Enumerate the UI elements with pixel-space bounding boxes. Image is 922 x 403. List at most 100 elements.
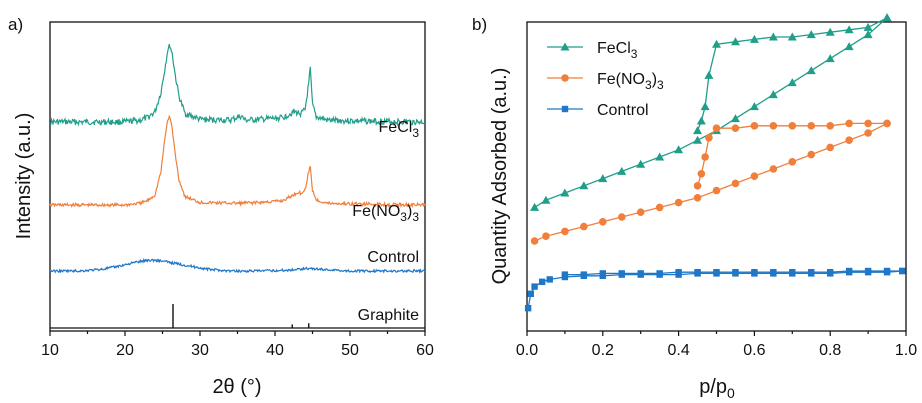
panel-a-fe-no3-3-curve	[49, 114, 426, 209]
panel-b-fecl3-adsorption-point	[844, 42, 854, 51]
panel-b-fecl3-desorption-point	[787, 32, 797, 41]
panel-b-isotherm: b) 0.0 0.2 0.4 0.6 0.8 1.0 FeCl3 Fe(NO3)3 Contr…	[472, 13, 917, 401]
panel-b-fecl3-desorption-point	[693, 126, 703, 135]
panel-b-plot-frame	[526, 21, 907, 332]
panel-b-control-desorption-point	[675, 269, 682, 276]
panel-b-fecl3-adsorption-point	[674, 145, 684, 154]
panel-b-x-tick-label: 0.8	[819, 342, 841, 359]
panel-b-fecl3-desorption-point	[825, 27, 835, 36]
panel-b-control-desorption-point	[656, 270, 663, 277]
panel-b-fecl3-adsorption-point	[806, 66, 816, 75]
panel-b-fecl3-desorption-point	[768, 32, 778, 41]
panel-b-control-desorption-point	[808, 269, 815, 276]
panel-b-fe-no3-3-desorption-point	[845, 119, 853, 128]
panel-a-x-tick-label: 20	[116, 342, 134, 359]
panel-b-fecl3-desorption-point	[704, 70, 714, 79]
panel-b-fe-no3-3-desorption-point	[693, 182, 702, 190]
panel-b-control-adsorption-point	[546, 276, 553, 283]
panel-b-control-desorption-point	[883, 267, 891, 275]
panel-b-legend-fe-no3-3-marker	[561, 74, 569, 82]
panel-b-fe-no3-3-desorption-point	[769, 122, 778, 130]
panel-b-fe-no3-3-adsorption-point	[617, 213, 626, 221]
panel-b-x-tick-label: 0.2	[592, 342, 614, 359]
panel-b-fe-no3-3-desorption-point	[807, 122, 816, 130]
panel-b-fe-no3-3-desorption-point	[705, 134, 713, 142]
panel-b-fecl3-adsorption-line	[534, 17, 888, 208]
panel-a-x-tick-label: 40	[266, 342, 284, 359]
panel-b-fe-no3-3-adsorption-point	[845, 136, 853, 144]
panel-b-y-axis-title: Quantity Adsorbed (a.u.)	[489, 68, 511, 285]
panel-b-fecl3-desorption-point	[806, 30, 816, 39]
panel-b-fe-no3-3-adsorption-point	[655, 203, 664, 212]
panel-a-fecl3-curve	[49, 43, 426, 127]
panel-b-control-desorption-point	[637, 270, 644, 277]
panel-b-fecl3-adsorption-point	[636, 159, 646, 168]
panel-b-fe-no3-3-desorption-point	[864, 119, 872, 128]
panel-b-fecl3-adsorption-point	[863, 30, 873, 39]
panel-a-plot-frame	[49, 21, 426, 332]
panel-b-control-desorption-point	[732, 269, 739, 276]
panel-b-fe-no3-3-desorption-line	[696, 122, 888, 186]
panel-b-control-desorption-point	[694, 269, 701, 276]
panel-b-control-desorption-point	[751, 269, 758, 276]
panel-b-control-desorption-point	[827, 269, 834, 276]
panel-b-control-adsorption-point	[524, 305, 532, 312]
panel-b-fecl3-adsorption-point	[730, 114, 740, 123]
panel-b-x-tick-label: 1.0	[895, 342, 917, 359]
panel-b-fecl3-desorption-line	[696, 17, 888, 131]
panel-b-fe-no3-3-adsorption-point	[561, 227, 569, 236]
panel-b-fecl3-adsorption-point	[598, 174, 608, 183]
panel-b-fecl3-desorption-point	[882, 13, 892, 22]
panel-b-fe-no3-3-desorption-point	[701, 153, 709, 161]
panel-a-label: a)	[8, 15, 23, 34]
panel-b-fe-no3-3-adsorption-point	[712, 186, 721, 195]
panel-a-curves: FeCl3 Fe(NO3)3 Control Graphite	[49, 43, 426, 329]
panel-b-fe-no3-3-desorption-point	[750, 122, 759, 130]
panel-b-fecl3-desorption-point	[730, 37, 740, 46]
panel-b-fecl3-desorption-point	[749, 34, 759, 43]
panel-b-fecl3-adsorption-point	[530, 202, 540, 211]
panel-b-control-desorption-point	[770, 269, 777, 276]
panel-b-fe-no3-3-adsorption-point	[693, 194, 702, 202]
panel-b-control-desorption-point	[899, 267, 906, 275]
panel-a-x-tick-label: 60	[416, 342, 434, 359]
panel-b-fe-no3-3-desorption-point	[731, 124, 740, 132]
panel-a-fecl3-label: FeCl3	[379, 119, 420, 140]
panel-b-fe-no3-3-adsorption-point	[750, 172, 759, 180]
panel-b-fecl3-adsorption-point	[617, 166, 627, 175]
panel-a-x-ticks: 10 20 30 40 50 60	[41, 331, 434, 359]
panel-b-fecl3-adsorption-point	[693, 135, 703, 144]
panel-b-fe-no3-3-desorption-point	[697, 170, 706, 178]
panel-b-fe-no3-3-desorption-point	[883, 119, 891, 128]
panel-a-x-axis-title: 2θ (°)	[212, 376, 261, 398]
panel-b-legend-fecl3-marker	[560, 42, 570, 51]
panel-b-control-desorption-point	[561, 271, 569, 278]
panel-b-fe-no3-3-desorption-point	[826, 122, 834, 130]
panel-b-x-tick-label: 0.0	[516, 342, 538, 359]
panel-b-fecl3-adsorption-point	[541, 195, 551, 204]
panel-b-fe-no3-3-adsorption-point	[826, 143, 834, 152]
panel-b-fecl3-desorption-point	[844, 25, 854, 34]
panel-b-fecl3-desorption-point	[863, 22, 873, 31]
panel-b-legend-control-label: Control	[597, 102, 649, 119]
panel-b-fecl3-adsorption-point	[560, 188, 570, 197]
panel-b-x-tick-label: 0.4	[667, 342, 689, 359]
panel-b-x-axis-title: p/p0	[699, 376, 735, 401]
panel-b-fecl3-adsorption-point	[768, 90, 778, 99]
panel-b-legend-control-marker	[561, 105, 569, 113]
panel-a-graphite-label: Graphite	[358, 307, 419, 324]
panel-b-control-adsorption-point	[527, 290, 534, 297]
panel-b-control-desorption-point	[864, 267, 872, 275]
panel-b-fe-no3-3-adsorption-point	[674, 198, 683, 207]
panel-a-control-curve	[49, 258, 426, 274]
panel-b-fecl3-adsorption-point	[825, 54, 835, 63]
panel-b-fe-no3-3-adsorption-point	[580, 222, 588, 231]
panel-a-control-label: Control	[367, 249, 419, 266]
panel-b-fe-no3-3-adsorption-point	[788, 158, 797, 166]
panel-b-curves	[524, 13, 906, 312]
panel-a-y-axis-title: Intensity (a.u.)	[13, 113, 35, 240]
panel-b-fe-no3-3-adsorption-point	[542, 232, 550, 240]
panel-b-control-adsorption-point	[531, 283, 538, 290]
panel-b-fe-no3-3-adsorption-point	[599, 218, 607, 226]
panel-b-x-tick-label: 0.6	[743, 342, 765, 359]
